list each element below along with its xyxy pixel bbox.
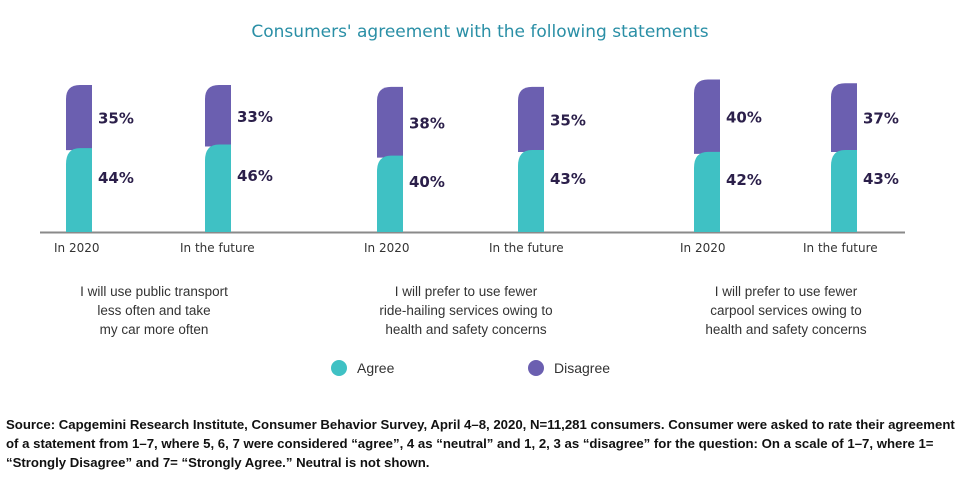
label-agree: 40% — [409, 173, 445, 191]
statement-line: carpool services owing to — [710, 303, 862, 318]
bar-agree — [518, 150, 544, 232]
bar-disagree — [66, 85, 92, 151]
statement-line: health and safety concerns — [705, 322, 867, 337]
statement-2: I will prefer to use fewer ride-hailing … — [336, 282, 596, 339]
label-disagree: 38% — [409, 114, 445, 132]
statement-3: I will prefer to use fewer carpool servi… — [656, 282, 916, 339]
label-disagree: 35% — [550, 111, 586, 129]
x-tick-label: In 2020 — [680, 241, 726, 255]
statement-line: health and safety concerns — [385, 322, 547, 337]
legend-label: Disagree — [554, 360, 611, 376]
disagree-swatch — [528, 360, 544, 376]
label-disagree: 37% — [863, 110, 899, 128]
label-agree: 42% — [726, 171, 762, 189]
label-agree: 46% — [237, 167, 273, 185]
legend-agree: Agree — [331, 360, 394, 376]
x-tick-label: In the future — [180, 241, 255, 255]
bar-disagree — [205, 85, 231, 147]
chart-title: Consumers' agreement with the following … — [251, 22, 709, 42]
x-tick-label: In 2020 — [364, 241, 410, 255]
label-agree: 43% — [550, 170, 586, 188]
bar-disagree — [831, 83, 857, 153]
source-note: Source: Capgemini Research Institute, Co… — [6, 417, 955, 470]
label-disagree: 35% — [98, 110, 134, 128]
legend-disagree: Disagree — [528, 360, 610, 376]
agree-swatch — [331, 360, 347, 376]
bar-agree — [66, 148, 92, 232]
bar-agree — [831, 150, 857, 232]
label-agree: 43% — [863, 170, 899, 188]
statement-line: I will prefer to use fewer — [714, 284, 858, 299]
label-disagree: 33% — [237, 108, 273, 126]
label-agree: 44% — [98, 169, 134, 187]
statement-line: I will prefer to use fewer — [394, 284, 538, 299]
bar-disagree — [377, 86, 403, 158]
bar-agree — [694, 151, 720, 232]
statement-line: I will use public transport — [80, 284, 228, 299]
statement-line: my car more often — [99, 322, 209, 337]
statement-line: ride-hailing services owing to — [379, 303, 553, 318]
x-tick-label: In the future — [803, 241, 878, 255]
bar-agree — [377, 155, 403, 232]
legend-label: Agree — [357, 360, 395, 376]
label-disagree: 40% — [726, 109, 762, 127]
bar-disagree — [518, 86, 544, 153]
bar-disagree — [694, 79, 720, 154]
statement-line: less often and take — [97, 303, 211, 318]
x-tick-label: In the future — [489, 241, 564, 255]
x-tick-label: In 2020 — [54, 241, 100, 255]
statement-1: I will use public transport less often a… — [24, 282, 284, 339]
bar-agree — [205, 144, 231, 232]
